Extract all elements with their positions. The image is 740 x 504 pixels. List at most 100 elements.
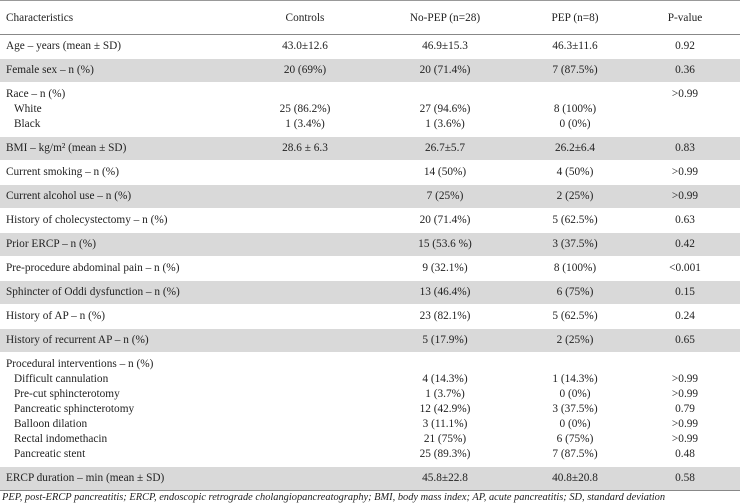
table-cell — [240, 352, 370, 372]
table-cell: 28.6 ± 6.3 — [240, 136, 370, 161]
table-cell: Current alcohol use – n (%) — [0, 184, 240, 209]
table-cell: 2 (25%) — [520, 184, 630, 209]
table-cell: 0.83 — [630, 136, 740, 161]
table-cell: History of recurrent AP – n (%) — [0, 328, 240, 353]
table-cell: Pre-cut sphincterotomy — [14, 388, 120, 400]
table-cell: 15 (53.6 %) — [370, 232, 520, 257]
table-cell — [520, 352, 630, 372]
table-row: BMI – kg/m² (mean ± SD) 28.6 ± 6.3 26.7±5.… — [0, 136, 740, 161]
table-cell: Balloon dilation — [14, 418, 88, 430]
table-cell: 0.24 — [630, 304, 740, 329]
table-cell: 26.2±6.4 — [520, 136, 630, 161]
table-cell: 46.3±11.6 — [520, 34, 630, 59]
table-cell: 1 (14.3%) — [552, 373, 598, 385]
table-row: Female sex – n (%) 20 (69%) 20 (71.4%) 7 (8… — [0, 58, 740, 83]
table-cell: 23 (82.1%) — [370, 304, 520, 329]
table-row: Current smoking – n (%) 14 (50%) 4 (50%) >0… — [0, 160, 740, 185]
table-cell — [240, 466, 370, 491]
table-subrow: Difficult cannulation 4 (14.3%) 1 (14.3%) >… — [0, 372, 740, 387]
table-cell — [370, 82, 520, 102]
table-cell: 1 (3.7%) — [425, 388, 465, 400]
table-cell: 9 (32.1%) — [370, 256, 520, 281]
table-cell: 13 (46.4%) — [370, 280, 520, 305]
table-cell — [520, 82, 630, 102]
table-cell — [240, 280, 370, 305]
footnote: PEP, post-ERCP pancreatitis; ERCP, endos… — [2, 492, 666, 503]
table-cell: 43.0±12.6 — [240, 34, 370, 59]
table-cell: <0.001 — [630, 256, 740, 281]
table-cell: 0.63 — [630, 208, 740, 233]
table-cell: Age – years (mean ± SD) — [0, 34, 240, 59]
table-cell: White — [14, 103, 42, 115]
table-cell: 20 (69%) — [240, 58, 370, 83]
table-cell: >0.99 — [671, 433, 699, 445]
table-cell: 14 (50%) — [370, 160, 520, 185]
table-subrow: Rectal indomethacin 21 (75%) 6 (75%) >0.99 — [0, 432, 740, 447]
table-cell: 8 (100%) — [520, 256, 630, 281]
table-cell: 0.58 — [630, 466, 740, 491]
table-cell: Procedural interventions – n (%) — [0, 352, 240, 372]
table-cell: >0.99 — [671, 373, 699, 385]
table-cell: 6 (75%) — [556, 433, 594, 445]
table-cell: 0.92 — [630, 34, 740, 59]
table-cell: History of cholecystectomy – n (%) — [0, 208, 240, 233]
table-row: ERCP duration – min (mean ± SD) 45.8±22.8… — [0, 466, 740, 491]
table-row: Prior ERCP – n (%) 15 (53.6 %) 3 (37.5%) 0.… — [0, 232, 740, 257]
table-cell: 0.48 — [675, 448, 695, 460]
table-cell — [240, 432, 370, 447]
table-cell — [630, 352, 740, 372]
table-cell: 20 (71.4%) — [370, 208, 520, 233]
table-subrow: Pre-cut sphincterotomy 1 (3.7%) 0 (0%) >0.9… — [0, 387, 740, 402]
table-cell: 20 (71.4%) — [370, 58, 520, 83]
table-cell: >0.99 — [671, 418, 699, 430]
table-cell: 7 (87.5%) — [520, 58, 630, 83]
table-cell — [240, 304, 370, 329]
table-cell: Pre-procedure abdominal pain – n (%) — [0, 256, 240, 281]
table-cell: 6 (75%) — [520, 280, 630, 305]
table-cell: 0 (0%) — [559, 118, 591, 130]
table-cell: 1 (3.4%) — [285, 118, 325, 130]
table-cell: 0.79 — [675, 403, 695, 415]
table-cell: 21 (75%) — [423, 433, 467, 445]
table-cell — [240, 256, 370, 281]
table-cell: Pancreatic stent — [14, 448, 86, 460]
table-cell: 0.15 — [630, 280, 740, 305]
header-cell: PEP (n=8) — [520, 0, 630, 35]
table-cell: 3 (37.5%) — [520, 232, 630, 257]
table-cell: 25 (86.2%) — [279, 103, 331, 115]
table-cell: 3 (37.5%) — [552, 403, 598, 415]
table-subrow: Balloon dilation 3 (11.1%) 0 (0%) >0.99 — [0, 417, 740, 432]
table-cell: 0.65 — [630, 328, 740, 353]
table-cell: 0 (0%) — [559, 388, 591, 400]
table-cell: 8 (100%) — [553, 103, 597, 115]
table-cell: 25 (89.3%) — [419, 448, 471, 460]
table-cell: Pancreatic sphincterotomy — [14, 403, 135, 415]
table-cell: 40.8±20.8 — [520, 466, 630, 491]
table-cell: 7 (87.5%) — [552, 448, 598, 460]
table-cell: 26.7±5.7 — [370, 136, 520, 161]
table-cell: 3 (11.1%) — [422, 418, 468, 430]
table-cell: 5 (62.5%) — [520, 208, 630, 233]
table-cell: Race – n (%) — [0, 82, 240, 102]
table-cell: >0.99 — [630, 184, 740, 209]
table-cell: 45.8±22.8 — [370, 466, 520, 491]
table-row: Race – n (%) >0.99 — [0, 82, 740, 102]
table-subrow: Pancreatic sphincterotomy 12 (42.9%) 3 (37… — [0, 402, 740, 417]
table-subrow: Black 1 (3.4%) 1 (3.6%) 0 (0%) — [0, 117, 740, 137]
table-cell — [630, 117, 740, 137]
table-row: Sphincter of Oddi dysfunction – n (%) 13 … — [0, 280, 740, 305]
table-cell: 4 (14.3%) — [422, 373, 468, 385]
table-cell: 7 (25%) — [370, 184, 520, 209]
table-row: Age – years (mean ± SD) 43.0±12.6 46.9±15.… — [0, 34, 740, 59]
table-cell — [240, 417, 370, 432]
table-cell — [240, 447, 370, 467]
table-cell: 0.36 — [630, 58, 740, 83]
table-cell: 2 (25%) — [520, 328, 630, 353]
table-row: Pre-procedure abdominal pain – n (%) 9 (3… — [0, 256, 740, 281]
table-cell: >0.99 — [630, 82, 740, 102]
header-row: Characteristics Controls No-PEP (n=28) PEP … — [0, 0, 740, 35]
table-cell: >0.99 — [630, 160, 740, 185]
table-cell: Difficult cannulation — [14, 373, 109, 385]
table-cell: Rectal indomethacin — [14, 433, 108, 445]
